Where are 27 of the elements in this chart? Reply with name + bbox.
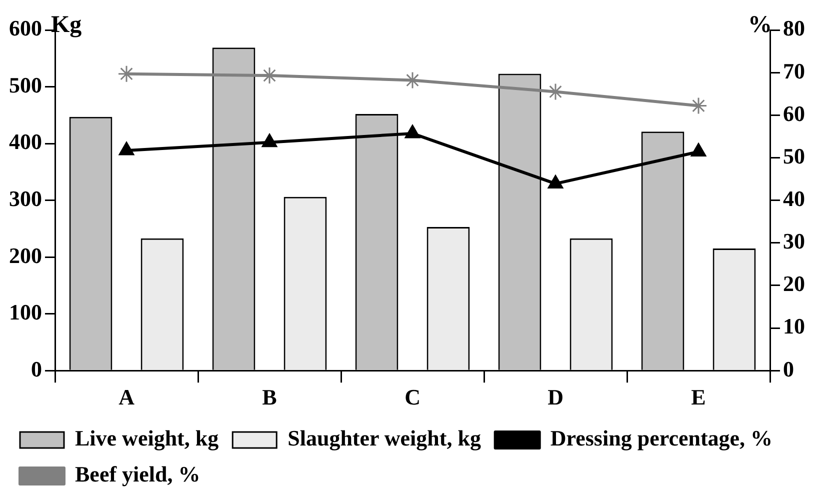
y2-tick-label: 50 (783, 143, 805, 168)
y2-tick-label: 60 (783, 100, 805, 126)
y2-tick-label: 40 (783, 186, 805, 211)
y2-tick-label: 30 (783, 228, 805, 254)
legend-label: Dressing percentage, % (550, 426, 773, 451)
y-tick-label: 500 (9, 72, 42, 98)
y-tick-label: 600 (9, 16, 42, 41)
y-tick-label: 0 (31, 356, 42, 382)
x-tick-label: C (404, 384, 420, 410)
y-tick-label: 400 (9, 129, 42, 154)
y-tick-label: 300 (9, 186, 42, 211)
legend-label: Beef yield, % (75, 462, 200, 487)
legend-label: Live weight, kg (75, 426, 219, 451)
y2-tick-label: 20 (783, 271, 805, 296)
y2-tick-label: 0 (783, 356, 794, 382)
y-tick-label: 100 (9, 300, 42, 325)
y2-axis-title: % (748, 12, 772, 38)
y2-tick-label: 80 (783, 16, 805, 41)
x-tick-label: E (691, 384, 706, 410)
y2-tick-label: 70 (783, 58, 805, 84)
y2-tick-label: 10 (783, 314, 805, 339)
x-tick-label: B (262, 384, 278, 410)
y-axis-title: Kg (51, 12, 82, 38)
legend-label: Slaughter weight, kg (288, 426, 481, 451)
y-tick-label: 200 (9, 242, 42, 268)
x-tick-label: A (118, 384, 135, 410)
x-tick-label: D (548, 384, 564, 410)
